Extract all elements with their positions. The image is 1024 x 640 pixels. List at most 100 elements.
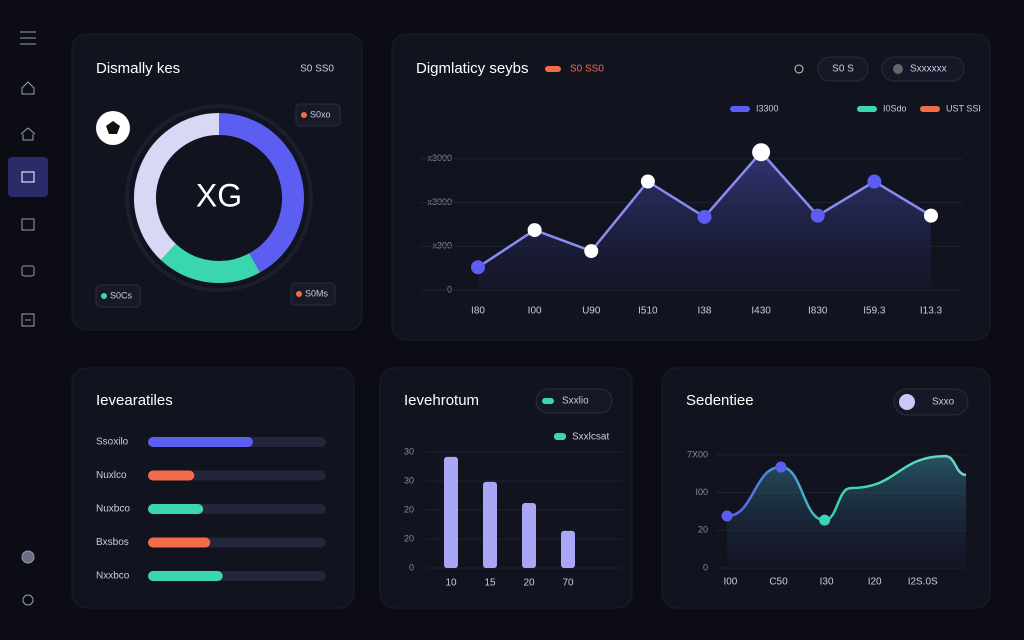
x-tick-label: 15 <box>484 578 496 589</box>
icon-button[interactable] <box>794 64 804 74</box>
legend-swatch <box>554 433 566 440</box>
y-tick-label: 7X00 <box>687 449 708 459</box>
legend-label: I3300 <box>756 103 779 113</box>
tag-dot <box>301 112 307 118</box>
tag-dot <box>296 291 302 297</box>
y-tick-label: I00 <box>695 487 708 497</box>
control[interactable] <box>817 56 869 82</box>
select[interactable] <box>881 56 965 82</box>
x-tick-label: I430 <box>751 306 771 317</box>
tag <box>295 103 341 127</box>
legend-label: Sxxlcsat <box>572 432 609 443</box>
card-title: Digmlaticy seybs <box>416 60 529 77</box>
x-tick-label: 10 <box>445 578 457 589</box>
tag-label: S0Cs <box>110 290 133 300</box>
nav-icon[interactable] <box>21 218 35 231</box>
bar <box>148 437 254 447</box>
bar <box>148 504 204 514</box>
y-tick-label: x300 <box>432 241 452 251</box>
nav-icon[interactable] <box>20 127 36 141</box>
donut-segment <box>218 113 304 273</box>
x-tick-label: U90 <box>582 306 601 317</box>
user-icon[interactable] <box>21 550 35 564</box>
home-icon[interactable] <box>21 81 35 95</box>
badge-dot <box>542 398 554 404</box>
x-tick-label: I80 <box>471 306 485 317</box>
y-tick-label: 20 <box>404 533 414 543</box>
x-tick-label: I2S.0S <box>908 577 938 588</box>
point <box>819 514 831 526</box>
point <box>924 208 938 223</box>
x-tick-label: I59.3 <box>863 306 886 317</box>
x-tick-label: C50 <box>769 577 788 588</box>
bar-label: Ssoxilo <box>96 437 129 448</box>
card-title: Ievehrotum <box>404 392 479 409</box>
x-tick-label: 20 <box>523 578 535 589</box>
y-tick-label: x3000 <box>427 197 452 207</box>
tag <box>290 282 336 306</box>
badge: S0 SS0 <box>570 64 604 75</box>
x-tick-label: I00 <box>528 306 542 317</box>
bar <box>522 503 536 568</box>
y-tick-label: x3000 <box>427 153 452 163</box>
y-tick-label: 0 <box>409 562 414 572</box>
control-label: S0 S <box>832 64 854 75</box>
settings-icon[interactable] <box>22 594 34 606</box>
y-tick-label: 0 <box>703 562 708 572</box>
tag-label: S0xo <box>310 109 331 119</box>
x-tick-label: I830 <box>808 306 828 317</box>
line <box>726 454 967 522</box>
legend-swatch <box>920 106 940 112</box>
nav-icon[interactable] <box>21 265 35 277</box>
select-dot <box>893 64 903 74</box>
y-tick-label: 20 <box>698 525 708 535</box>
badge: Sxxlio <box>562 396 589 407</box>
x-tick-label: I510 <box>638 306 658 317</box>
nav-active[interactable] <box>8 157 48 197</box>
nav-icon[interactable] <box>21 313 35 327</box>
x-tick-label: I38 <box>698 306 712 317</box>
bar <box>148 571 223 581</box>
bar <box>483 481 497 568</box>
card-title: Sedentiee <box>686 392 754 409</box>
tag-dot <box>101 293 107 299</box>
bar-label: Nxxbco <box>96 571 130 582</box>
point <box>697 209 712 224</box>
area-fill <box>727 456 966 568</box>
donut-segment <box>160 243 260 283</box>
donut-ring <box>125 104 313 292</box>
toggle-label: Sxxo <box>932 397 955 408</box>
x-tick-label: I00 <box>723 577 737 588</box>
point <box>640 174 655 189</box>
legend-label: UST SSI <box>946 103 981 113</box>
toggle[interactable] <box>893 388 969 416</box>
point <box>810 208 825 223</box>
donut-segment <box>134 113 220 260</box>
card-title: Dismally kes <box>96 60 180 77</box>
bar <box>444 456 458 568</box>
point <box>867 174 882 189</box>
card <box>71 367 355 609</box>
legend-swatch <box>730 106 750 112</box>
point <box>775 461 787 473</box>
tag-label: S0Ms <box>305 288 329 298</box>
y-tick-label: 20 <box>404 504 414 514</box>
tag <box>95 284 141 308</box>
bar <box>148 537 211 548</box>
card-title: Ievearatiles <box>96 392 173 409</box>
x-tick-label: I20 <box>868 577 882 588</box>
bar <box>148 470 195 481</box>
menu-icon[interactable] <box>20 31 36 45</box>
sidebar <box>8 31 48 606</box>
point <box>471 260 485 275</box>
badge-dot <box>545 66 561 72</box>
point <box>527 223 542 238</box>
legend-label: I0Sdo <box>883 103 907 113</box>
x-tick-label: I13.3 <box>920 306 943 317</box>
bar-label: Nuxlco <box>96 470 127 481</box>
x-tick-label: 70 <box>562 578 574 589</box>
nav-icon[interactable] <box>21 171 35 183</box>
badge-pill[interactable] <box>535 388 613 414</box>
bar-label: Nuxbco <box>96 504 130 515</box>
